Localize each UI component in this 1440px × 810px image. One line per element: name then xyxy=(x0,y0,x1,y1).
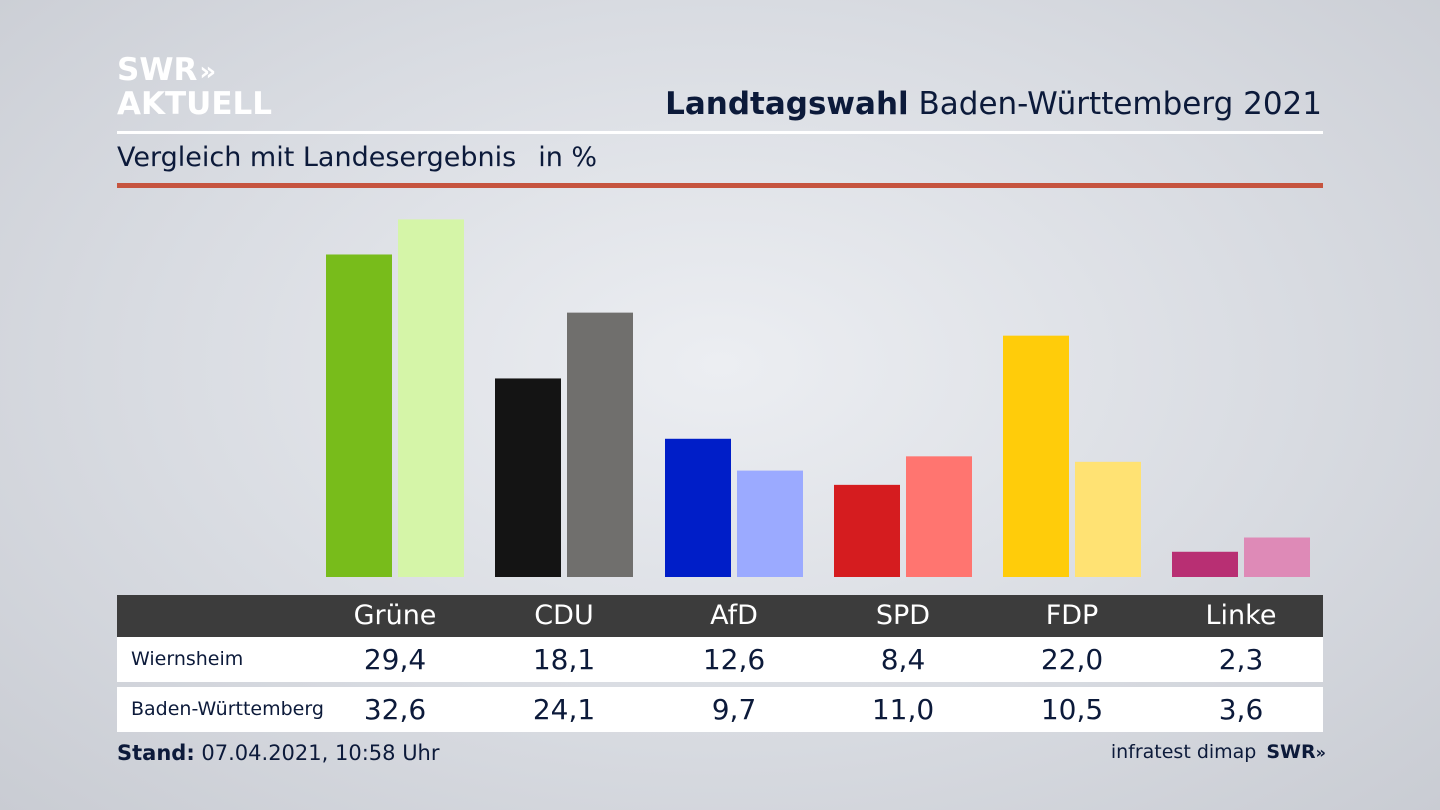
bar-linke-wiernsheim xyxy=(1172,551,1238,577)
swr-brand: SWR xyxy=(1266,741,1316,763)
timestamp: Stand: 07.04.2021, 10:58 Uhr xyxy=(117,741,440,765)
value-grune-wiernsheim: 29,4 xyxy=(363,643,427,676)
value-afd-wiernsheim: 12,6 xyxy=(702,643,766,676)
bar-fdp-wiernsheim xyxy=(1003,335,1069,577)
logo-line-swr: SWR» xyxy=(117,52,216,88)
bar-spd-wiernsheim xyxy=(834,484,900,577)
value-spd-baden-wurttemberg: 11,0 xyxy=(871,693,935,726)
accent-divider xyxy=(117,183,1323,188)
column-header-grune: Grüne xyxy=(353,600,437,631)
title-rest: Baden-Württemberg 2021 xyxy=(918,86,1322,122)
bar-cdu-baden-wurttemberg xyxy=(567,312,633,577)
table-row-baden-wuerttemberg: Baden-Württemberg 32,6 24,1 9,7 11,0 10,5 3,6 xyxy=(117,687,1323,732)
bar-spd-baden-wurttemberg xyxy=(906,456,972,577)
source-credit: infratest dimap SWR» xyxy=(1110,741,1327,763)
logo-line-aktuell: AKTUELL xyxy=(117,86,273,122)
results-table: Grüne CDU AfD SPD FDP Linke Wiernsheim 29,4 18… xyxy=(117,595,1323,732)
swr-aktuell-logo: SWR» AKTUELL xyxy=(117,54,272,120)
table-row-wiernsheim: Wiernsheim 29,4 18,1 12,6 8,4 22,0 2,3 xyxy=(117,637,1323,682)
value-fdp-wiernsheim: 22,0 xyxy=(1040,643,1104,676)
column-header-fdp: FDP xyxy=(1045,600,1099,631)
subtitle-text: Vergleich mit Landesergebnis xyxy=(117,142,517,173)
stand-value: 07.04.2021, 10:58 Uhr xyxy=(201,741,440,765)
bar-afd-baden-wurttemberg xyxy=(737,470,803,577)
column-header-linke: Linke xyxy=(1205,600,1277,631)
brand-chevron-icon: » xyxy=(1315,743,1327,762)
source-text: infratest dimap xyxy=(1110,741,1257,763)
unit-label: in % xyxy=(538,142,598,173)
bar-linke-baden-wurttemberg xyxy=(1244,537,1310,577)
column-header-cdu: CDU xyxy=(534,600,594,631)
page-title: Landtagswahl Baden-Württemberg 2021 xyxy=(665,86,1322,122)
bar-grune-baden-wurttemberg xyxy=(398,219,464,577)
value-linke-wiernsheim: 2,3 xyxy=(1218,643,1264,676)
value-spd-wiernsheim: 8,4 xyxy=(880,643,926,676)
bar-chart xyxy=(326,219,1310,577)
header-divider xyxy=(117,131,1323,134)
value-afd-baden-wurttemberg: 9,7 xyxy=(711,693,757,726)
row-label: Wiernsheim xyxy=(131,648,244,670)
bar-afd-wiernsheim xyxy=(665,438,731,577)
table-header: Grüne CDU AfD SPD FDP Linke xyxy=(117,595,1323,637)
value-grune-baden-wurttemberg: 32,6 xyxy=(363,693,427,726)
value-cdu-wiernsheim: 18,1 xyxy=(532,643,596,676)
stand-label: Stand: xyxy=(117,741,195,765)
value-fdp-baden-wurttemberg: 10,5 xyxy=(1040,693,1104,726)
value-cdu-baden-wurttemberg: 24,1 xyxy=(532,693,596,726)
chart-subtitle: Vergleich mit Landesergebnis in % xyxy=(117,142,597,173)
bar-cdu-wiernsheim xyxy=(495,378,561,577)
value-linke-baden-wurttemberg: 3,6 xyxy=(1218,693,1264,726)
title-strong: Landtagswahl xyxy=(665,86,909,122)
column-header-afd: AfD xyxy=(710,600,758,631)
column-header-spd: SPD xyxy=(875,600,931,631)
bar-grune-wiernsheim xyxy=(326,254,392,577)
bar-fdp-baden-wurttemberg xyxy=(1075,461,1141,577)
row-label: Baden-Württemberg xyxy=(131,698,324,720)
